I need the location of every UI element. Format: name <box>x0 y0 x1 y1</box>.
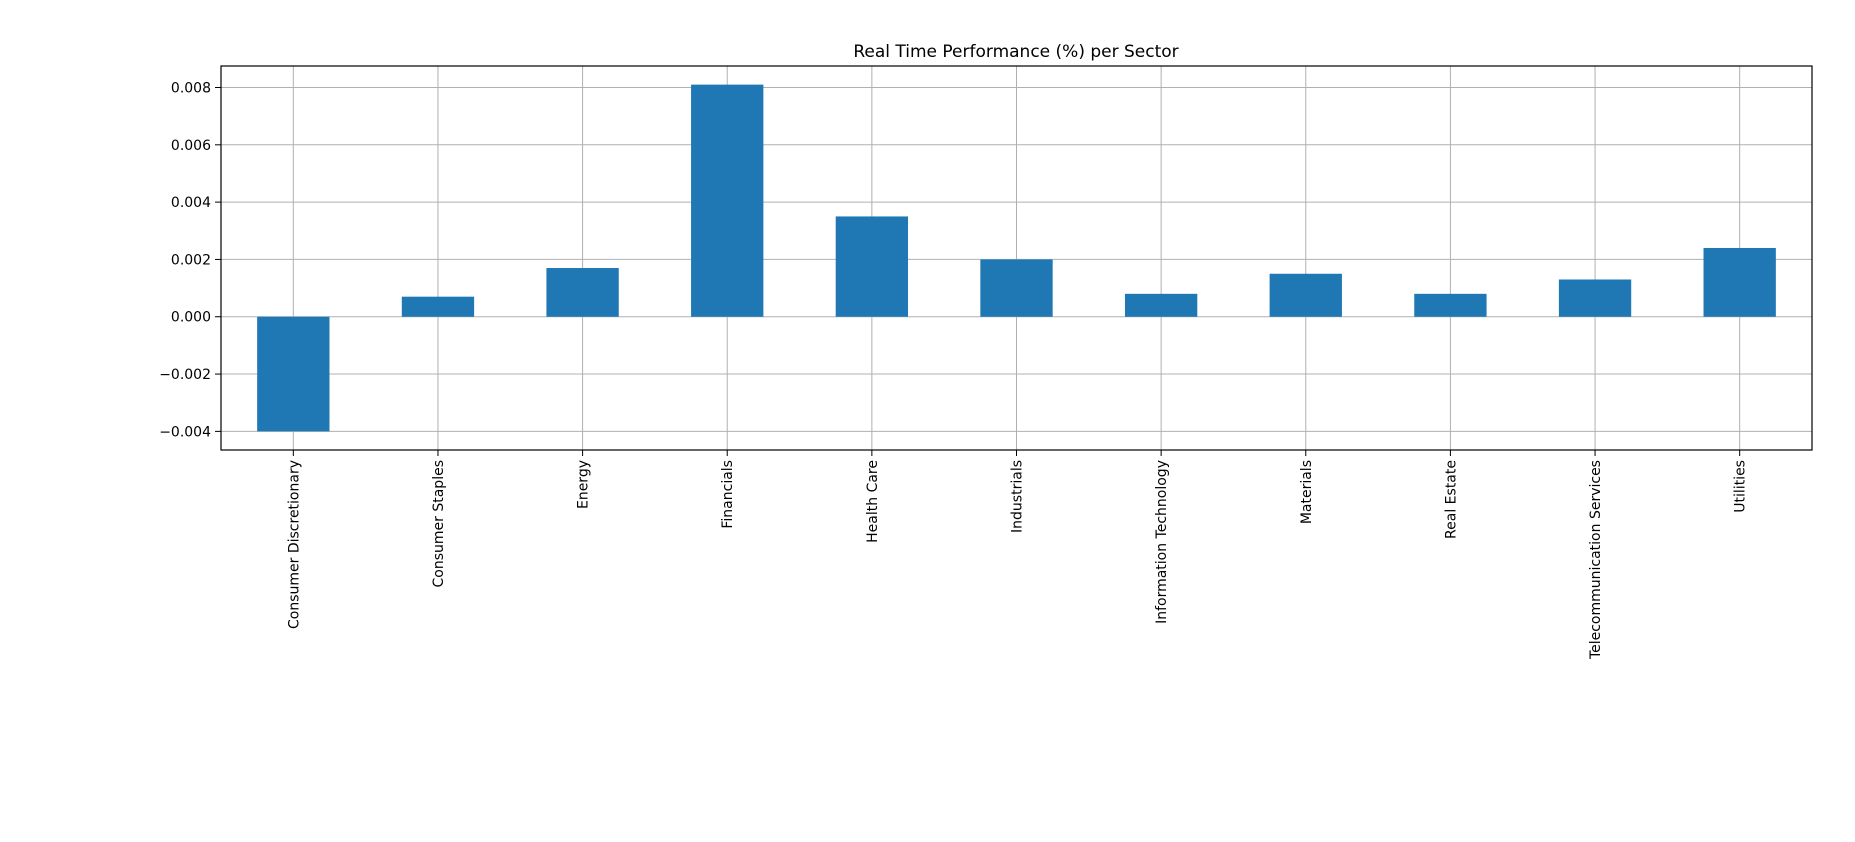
x-tick-label: Consumer Discretionary <box>286 460 302 629</box>
bar <box>691 84 764 317</box>
y-tick-label: 0.004 <box>171 195 211 211</box>
x-tick-label: Industrials <box>1010 460 1026 533</box>
bar <box>1558 279 1632 317</box>
y-tick-label: 0.000 <box>171 310 211 326</box>
x-axis: Consumer Discretionary Consumer Staples En… <box>286 450 1749 660</box>
x-tick-label: Real Estate <box>1443 460 1459 539</box>
y-axis: −0.004 −0.002 0.000 0.002 0.004 0.006 0.008 <box>159 80 221 440</box>
bar-layer <box>257 84 1776 432</box>
x-tick-label: Financials <box>720 460 736 529</box>
y-tick-label: 0.006 <box>171 138 211 154</box>
bar <box>257 316 330 432</box>
bar <box>1703 247 1776 317</box>
y-tick-label: 0.008 <box>171 80 211 96</box>
bar <box>401 296 475 317</box>
bar <box>980 259 1053 317</box>
grid-layer <box>221 66 1812 450</box>
y-tick-label: 0.002 <box>171 252 211 268</box>
y-tick-label: −0.004 <box>159 424 211 440</box>
bar <box>835 216 909 317</box>
bar <box>1124 293 1198 317</box>
x-tick-label: Energy <box>576 460 592 509</box>
x-tick-label: Utilities <box>1733 460 1749 513</box>
x-tick-label: Information Technology <box>1154 460 1170 624</box>
x-tick-label: Health Care <box>865 460 881 543</box>
chart-title: Real Time Performance (%) per Sector <box>853 42 1178 62</box>
x-tick-label: Consumer Staples <box>431 460 447 587</box>
x-tick-label: Telecommunication Services <box>1588 460 1604 660</box>
bar <box>1414 293 1487 317</box>
bar <box>1269 273 1342 317</box>
bar <box>546 268 619 317</box>
y-tick-label: −0.002 <box>159 367 211 383</box>
x-tick-label: Materials <box>1299 460 1315 524</box>
